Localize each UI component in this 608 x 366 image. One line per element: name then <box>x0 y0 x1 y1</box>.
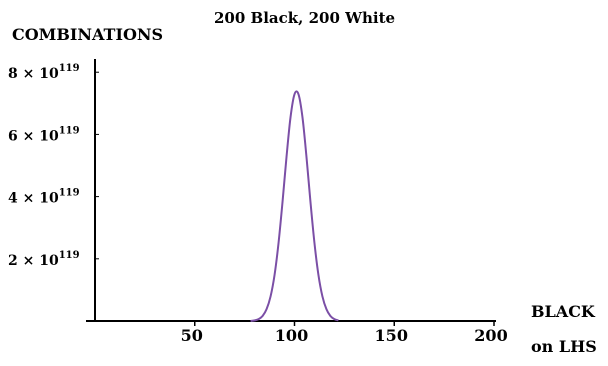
y-tick-label: 8 × 10119 <box>8 63 80 82</box>
y-ticks: 2 × 10119 4 × 10119 6 × 10119 8 × 10119 <box>8 63 99 269</box>
x-tick-label: 150 <box>375 326 408 345</box>
x-tick-label: 200 <box>474 326 507 345</box>
y-tick-label: 4 × 10119 <box>8 188 80 207</box>
x-tick-label: 100 <box>275 326 308 345</box>
distribution-curve <box>250 90 339 322</box>
y-axis-label: COMBINATIONS <box>12 25 163 44</box>
x-axis-label-line1: BLACK <box>531 302 596 321</box>
y-tick-label: 2 × 10119 <box>8 250 80 269</box>
x-tick-label: 50 <box>181 326 203 345</box>
chart-title: 200 Black, 200 White <box>214 9 395 27</box>
x-axis-label-line2: on LHS <box>531 337 597 356</box>
y-tick-label: 6 × 10119 <box>8 125 80 144</box>
x-ticks: 50 100 150 200 <box>181 321 508 345</box>
